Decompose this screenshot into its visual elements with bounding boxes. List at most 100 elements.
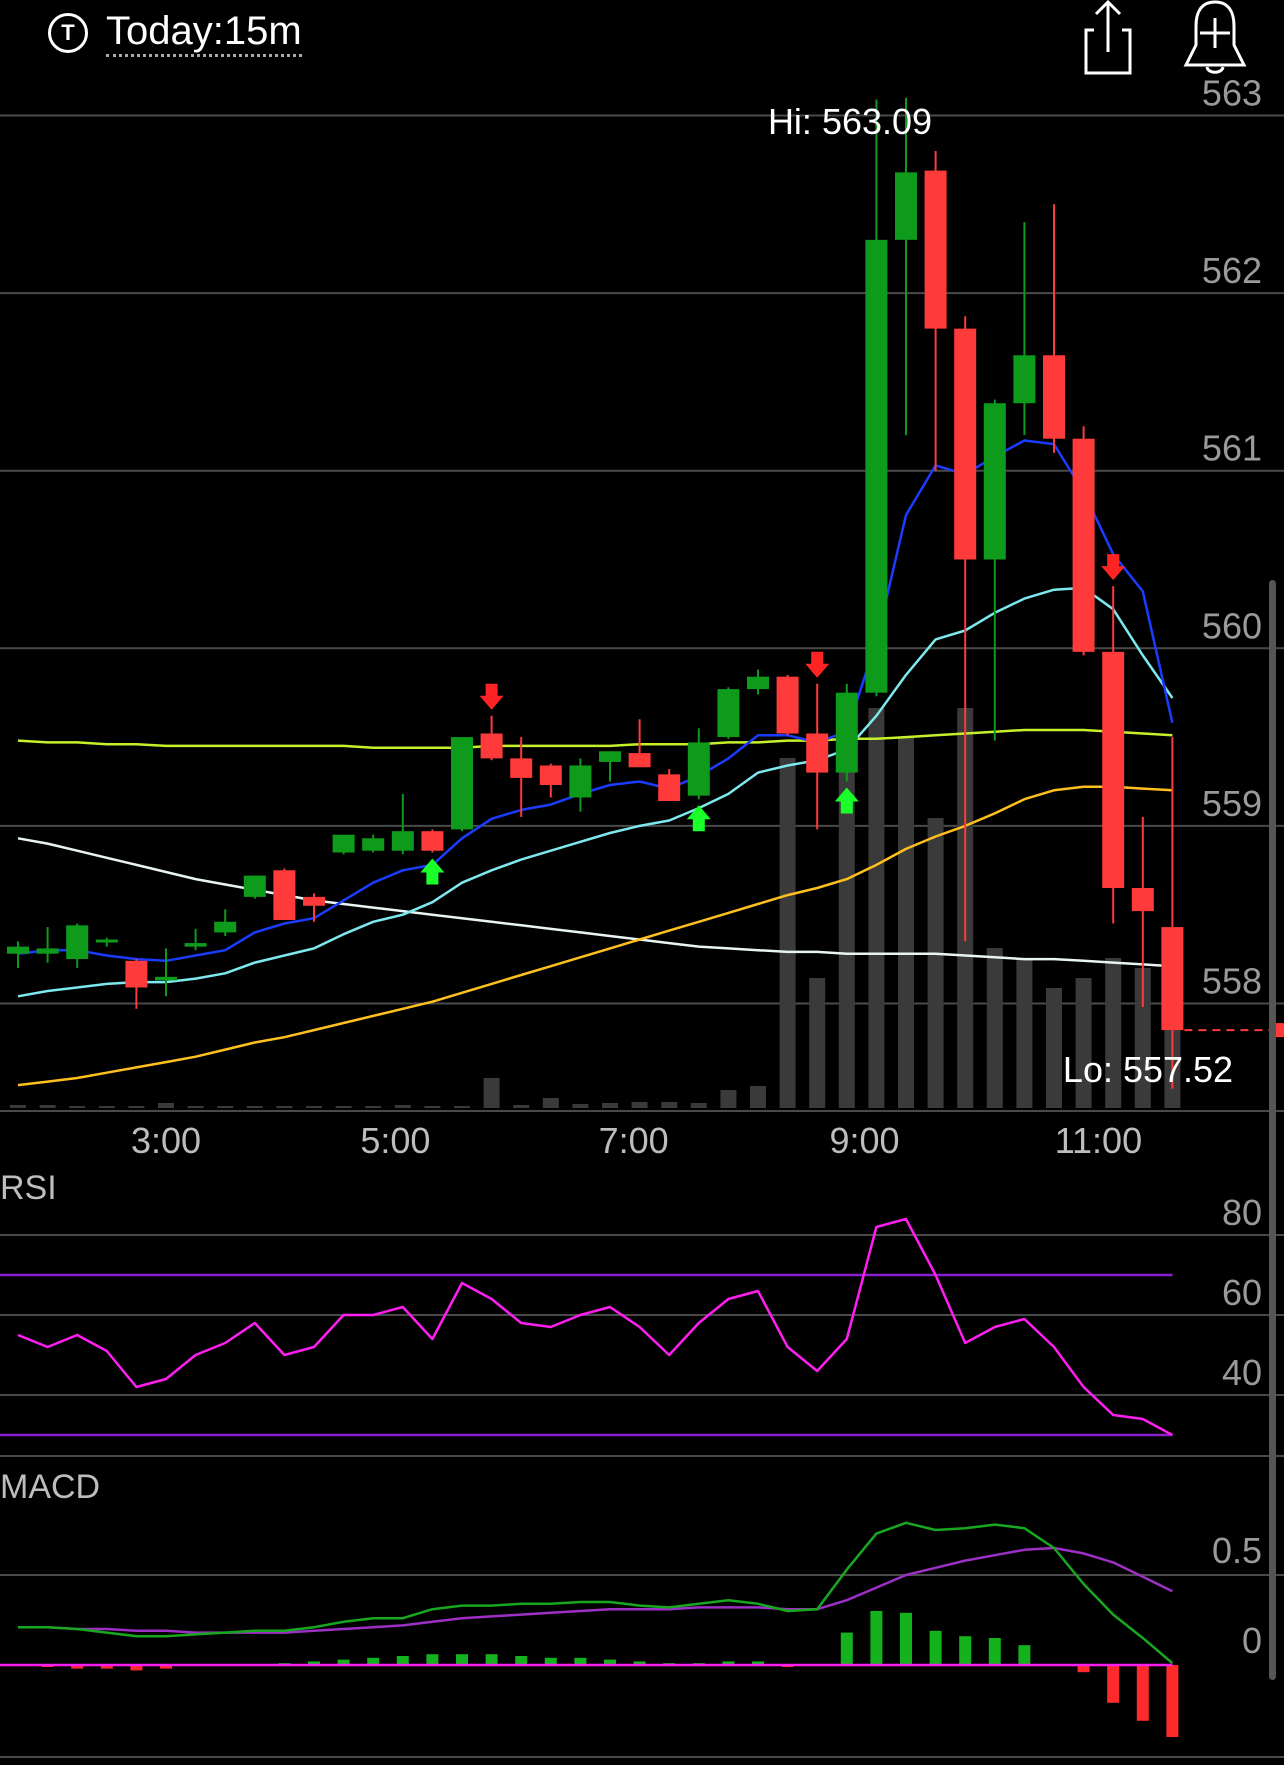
candle-body [155, 976, 177, 981]
macd-histogram-bar [426, 1654, 439, 1665]
macd-histogram-bar [100, 1665, 113, 1669]
macd-histogram-bar [515, 1656, 528, 1665]
volume-bar [246, 1106, 263, 1108]
candle-body [303, 896, 325, 906]
volume-bar [1134, 968, 1151, 1108]
candle-body [125, 960, 148, 988]
candle-body [362, 838, 385, 851]
candle-body [599, 751, 621, 762]
candle-body [895, 172, 917, 240]
lo-label: Lo: 557.52 [1063, 1049, 1233, 1090]
volume-bar [868, 708, 885, 1108]
macd-histogram-bar [574, 1657, 587, 1665]
price-tick-label: 558 [1202, 960, 1262, 1001]
volume-bar [1016, 958, 1033, 1108]
candle-body [184, 943, 207, 947]
candle-body [243, 875, 266, 897]
volume-bar [394, 1105, 411, 1108]
volume-bar [128, 1106, 145, 1108]
macd-histogram-bar [160, 1665, 172, 1669]
macd-panel: 0.50 [0, 1521, 1284, 1758]
add-alert-bell-icon[interactable] [1180, 0, 1250, 80]
volume-bar [661, 1102, 678, 1108]
volume-bar [1105, 958, 1122, 1108]
ma-white-line [17, 837, 1173, 968]
volume-bar [335, 1106, 352, 1108]
macd-histogram-bar [959, 1636, 972, 1665]
candle-body [451, 737, 473, 830]
macd-histogram-bar [1107, 1665, 1120, 1703]
rsi-tick-label: 60 [1222, 1272, 1262, 1313]
volume-bar [69, 1106, 86, 1108]
timeframe-label: Today:15m [106, 8, 302, 57]
volume-bar [720, 1090, 737, 1108]
sell-signal-arrow [479, 683, 504, 710]
candle-body [658, 774, 681, 801]
candle-body [865, 239, 888, 693]
buy-signal-arrow [834, 787, 859, 814]
volume-bar [750, 1086, 766, 1108]
sell-signal-arrow [805, 651, 830, 678]
volume-bar [454, 1106, 470, 1108]
top-bar: T Today:15m [0, 0, 1284, 80]
hi-label: Hi: 563.09 [768, 101, 932, 142]
volume-bar [898, 738, 914, 1108]
candle-body [1043, 355, 1065, 439]
price-tick-label: 561 [1202, 428, 1262, 469]
macd-tick-label: 0 [1242, 1620, 1262, 1661]
volume-bar [39, 1105, 56, 1108]
volume-bar [513, 1105, 530, 1108]
volume-bar [217, 1106, 234, 1108]
candle-body [36, 948, 59, 954]
volume-bar [158, 1103, 174, 1108]
candle-body [273, 870, 296, 920]
timeframe-selector[interactable]: T Today:15m [48, 8, 302, 57]
macd-histogram-bar [633, 1661, 646, 1665]
candle-body [569, 765, 592, 798]
volume-bar [98, 1106, 115, 1108]
candle-body [7, 946, 29, 954]
macd-histogram-bar [308, 1661, 320, 1665]
macd-histogram-bar [840, 1632, 853, 1665]
macd-histogram-bar [870, 1611, 883, 1665]
price-tick-label: 563 [1202, 73, 1262, 114]
price-panel: 563 562 561 560 559 558 3:00 5:00 7:00 9:00 11:00 [0, 73, 1284, 1161]
macd-histogram-bar [130, 1665, 143, 1671]
share-icon[interactable] [1072, 0, 1142, 80]
ma-blue-line [17, 439, 1174, 963]
macd-histogram-bar [1018, 1645, 1031, 1665]
macd-tick-label: 0.5 [1212, 1530, 1262, 1571]
x-tick-label: 9:00 [830, 1120, 900, 1161]
x-tick-label: 5:00 [360, 1120, 430, 1161]
volume-bar [631, 1102, 648, 1108]
candle-body [717, 689, 740, 738]
volume-bar [10, 1105, 26, 1108]
x-tick-label: 7:00 [599, 1120, 669, 1161]
x-tick-label: 11:00 [1055, 1120, 1142, 1161]
candle-body [1131, 888, 1154, 912]
rsi-tick-label: 80 [1222, 1192, 1262, 1233]
macd-histogram-bar [1166, 1665, 1179, 1737]
ma-yellow-green-line [17, 728, 1173, 749]
volume-bar [809, 978, 826, 1108]
volume-bar [779, 758, 796, 1108]
candle-body [687, 742, 710, 796]
scrollbar[interactable] [1269, 580, 1276, 1680]
ma-cyan-line [17, 586, 1174, 998]
volume-bar [365, 1106, 382, 1108]
volume-bar [542, 1098, 559, 1108]
macd-title: MACD [0, 1468, 100, 1506]
macd-line [18, 1521, 1174, 1665]
candle-body [1161, 927, 1184, 1031]
macd-histogram-bar [604, 1659, 616, 1665]
macd-histogram-bar [988, 1638, 1001, 1665]
candle-body [510, 758, 533, 778]
symbol-icon: T [48, 12, 88, 53]
volume-bar [927, 818, 944, 1108]
macd-histogram-bar [722, 1661, 735, 1665]
rsi-tick-label: 40 [1222, 1352, 1262, 1393]
buy-signal-arrow [420, 858, 445, 885]
macd-histogram-bar [1077, 1665, 1090, 1673]
candle-body [391, 831, 414, 851]
